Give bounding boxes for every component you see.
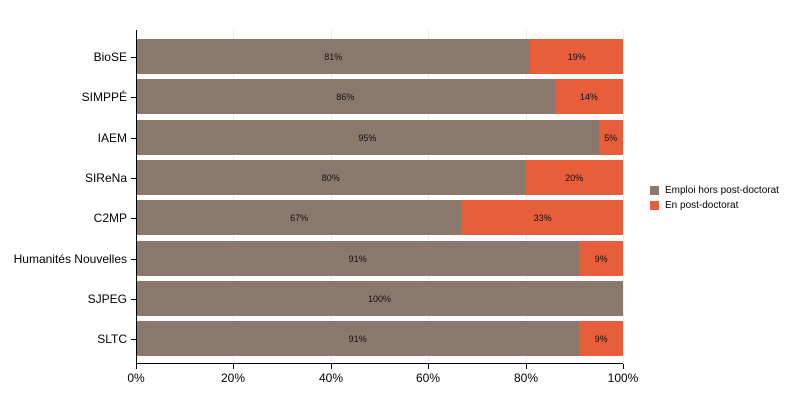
bar-segment-emploi: 67% <box>136 200 463 235</box>
bar-segment-emploi: 80% <box>136 160 526 195</box>
bar-value-label: 9% <box>594 253 608 264</box>
bar-value-label: 100% <box>367 293 392 304</box>
legend: Emploi hors post-doctorat En post-doctor… <box>650 183 779 213</box>
x-axis-line <box>136 363 623 364</box>
x-tick-label: 40% <box>318 371 344 385</box>
bar-value-label: 80% <box>321 172 340 183</box>
bar-row: 80% 20% <box>136 160 623 195</box>
y-tick <box>131 57 136 58</box>
bar-value-label: 91% <box>348 333 367 344</box>
x-tick <box>136 364 137 369</box>
x-tick <box>623 364 624 369</box>
bar-row: 91% 9% <box>136 241 623 276</box>
bar-segment-postdoc: 20% <box>525 160 623 195</box>
bar-value-label: 86% <box>336 91 355 102</box>
bar-value-label: 95% <box>358 132 377 143</box>
bar-row: 67% 33% <box>136 200 623 235</box>
grid-line <box>331 30 332 363</box>
grid-line <box>623 30 624 363</box>
y-category-label: IAEM <box>97 130 127 145</box>
y-axis-line <box>136 30 137 364</box>
bar-segment-emploi: 91% <box>136 241 580 276</box>
bar-segment-postdoc: 9% <box>579 241 623 276</box>
legend-swatch-emploi <box>650 186 659 195</box>
bar-value-label: 67% <box>290 212 309 223</box>
y-category-label: BioSE <box>93 49 127 64</box>
bar-segment-postdoc: 9% <box>579 321 623 356</box>
bar-value-label: 33% <box>533 212 552 223</box>
y-category-label: SJPEG <box>87 291 127 306</box>
y-tick <box>131 138 136 139</box>
bar-segment-postdoc: 33% <box>462 200 623 235</box>
bar-row: 81% 19% <box>136 39 623 74</box>
y-tick <box>131 299 136 300</box>
bar-value-label: 20% <box>565 172 584 183</box>
bar-segment-postdoc: 14% <box>554 79 623 114</box>
bar-value-label: 19% <box>567 51 586 62</box>
grid-line <box>233 30 234 363</box>
bar-segment-emploi: 81% <box>136 39 531 74</box>
x-tick-label: 20% <box>220 371 246 385</box>
bar-value-label: 5% <box>604 132 618 143</box>
x-tick <box>526 364 527 369</box>
bar-value-label: 81% <box>324 51 343 62</box>
bar-segment-postdoc: 5% <box>598 120 623 155</box>
legend-item-emploi: Emploi hors post-doctorat <box>650 183 779 198</box>
bar-row: 100% <box>136 281 623 316</box>
bar-row: 91% 9% <box>136 321 623 356</box>
bar-segment-emploi: 95% <box>136 120 599 155</box>
bar-value-label: 91% <box>348 253 367 264</box>
x-tick <box>233 364 234 369</box>
x-tick-label: 0% <box>127 371 145 385</box>
grid-line <box>428 30 429 363</box>
x-tick-label: 80% <box>513 371 539 385</box>
bar-segment-emploi: 91% <box>136 321 580 356</box>
bar-segment-postdoc: 19% <box>530 39 623 74</box>
x-tick <box>428 364 429 369</box>
legend-item-postdoc: En post-doctorat <box>650 198 779 213</box>
y-category-label: C2MP <box>93 210 127 225</box>
y-tick <box>131 259 136 260</box>
y-tick <box>131 178 136 179</box>
bar-value-label: 14% <box>579 91 598 102</box>
y-tick <box>131 97 136 98</box>
x-tick <box>331 364 332 369</box>
y-category-label: Humanités Nouvelles <box>13 251 127 266</box>
legend-swatch-postdoc <box>650 201 659 210</box>
bar-value-label: 9% <box>594 333 608 344</box>
x-tick-label: 60% <box>415 371 441 385</box>
bar-row: 86% 14% <box>136 79 623 114</box>
y-category-label: SLTC <box>97 331 127 346</box>
bar-segment-emploi: 86% <box>136 79 555 114</box>
legend-label-postdoc: En post-doctorat <box>665 200 739 211</box>
grid-line <box>526 30 527 363</box>
y-category-label: SIReNa <box>84 170 127 185</box>
x-tick-label: 100% <box>607 371 639 385</box>
y-tick <box>131 218 136 219</box>
bar-row: 95% 5% <box>136 120 623 155</box>
y-tick <box>131 339 136 340</box>
y-category-label: SIMPPÉ <box>81 89 127 104</box>
legend-label-emploi: Emploi hors post-doctorat <box>665 185 779 196</box>
bar-segment-emploi: 100% <box>136 281 623 316</box>
